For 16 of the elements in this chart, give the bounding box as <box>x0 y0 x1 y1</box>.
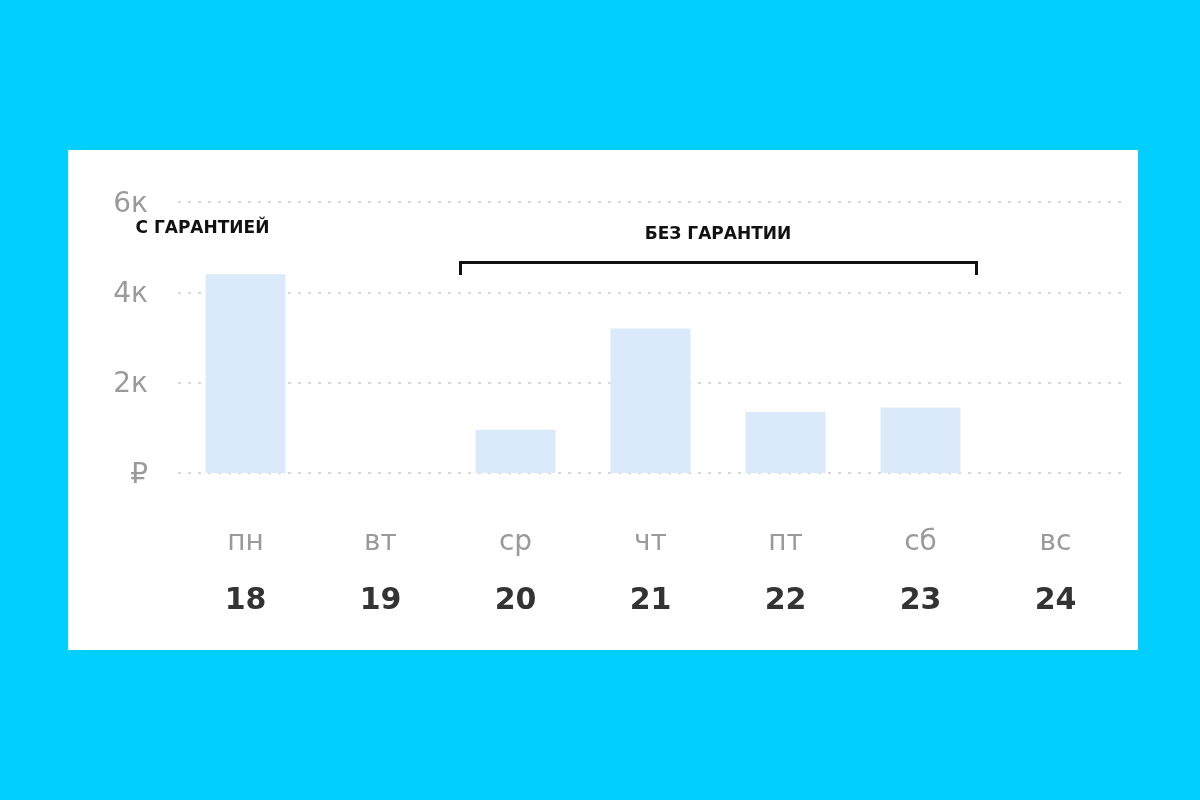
bar <box>205 274 286 473</box>
bar <box>880 407 961 473</box>
x-tick-label: пт 22 <box>764 523 807 616</box>
y-tick-label: ₽ <box>130 456 148 490</box>
bar <box>745 412 826 473</box>
y-tick-label: 2к <box>113 366 148 400</box>
x-tick-label: вс 24 <box>1034 523 1077 616</box>
x-tick-label: сб 23 <box>899 523 942 616</box>
x-tick-label: вт 19 <box>359 523 402 616</box>
annotation: БЕЗ ГАРАНТИИ <box>644 222 792 243</box>
bar <box>475 429 556 473</box>
y-tick-label: 4к <box>113 275 148 309</box>
x-tick-label: чт 21 <box>629 523 672 616</box>
x-tick-label: ср 20 <box>494 523 537 616</box>
bar <box>610 328 691 473</box>
x-tick-label: пн 18 <box>224 523 267 616</box>
